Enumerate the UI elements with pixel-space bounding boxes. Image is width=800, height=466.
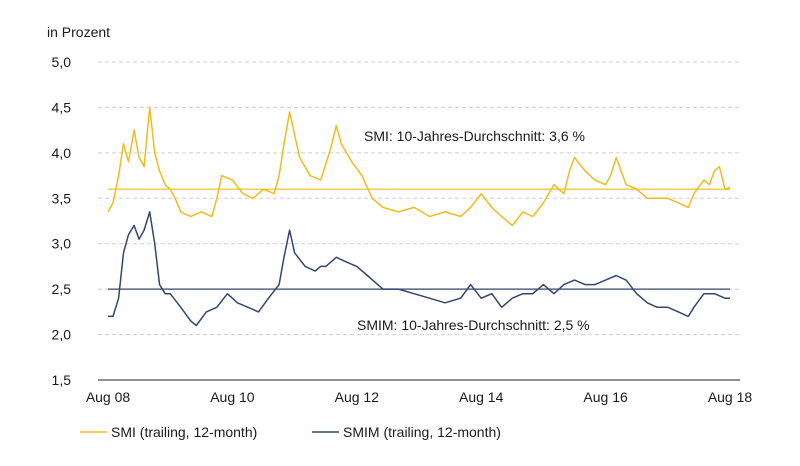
x-tick-label: Aug 14 [459,389,504,405]
y-tick-label: 4,0 [52,145,72,161]
x-tick-label: Aug 18 [708,389,753,405]
x-tick-label: Aug 12 [335,389,380,405]
y-tick-label: 1,5 [52,372,72,388]
legend: SMI (trailing, 12-month) SMIM (trailing, … [80,424,501,440]
series-line-smi [107,106,731,227]
y-tick-label: 3,0 [52,236,72,252]
x-tick-label: Aug 16 [583,389,628,405]
series-lines [107,106,731,327]
y-axis-unit-label: in Prozent [47,24,110,40]
x-tick-label: Aug 08 [86,389,131,405]
x-tick-labels: Aug 08 Aug 10 Aug 12 Aug 14 Aug 16 Aug 18 [86,389,753,405]
average-lines [108,188,730,290]
y-tick-label: 4,5 [52,99,72,115]
annotations: SMI: 10-Jahres-Durchschnitt: 3,6 % SMIM: … [357,128,590,333]
y-tick-label: 2,0 [52,327,72,343]
annotation-smim-average: SMIM: 10-Jahres-Durchschnitt: 2,5 % [357,317,590,333]
y-tick-label: 3,5 [52,190,72,206]
legend-label-smi: SMI (trailing, 12-month) [111,424,257,440]
legend-label-smim: SMIM (trailing, 12-month) [343,424,501,440]
y-tick-label: 5,0 [52,54,72,70]
y-tick-labels: 1,5 2,0 2,5 3,0 3,5 4,0 4,5 5,0 [52,54,72,388]
annotation-smi-average: SMI: 10-Jahres-Durchschnitt: 3,6 % [364,128,585,144]
x-tick-label: Aug 10 [210,389,255,405]
y-tick-label: 2,5 [52,281,72,297]
series-line-smim [108,211,730,327]
